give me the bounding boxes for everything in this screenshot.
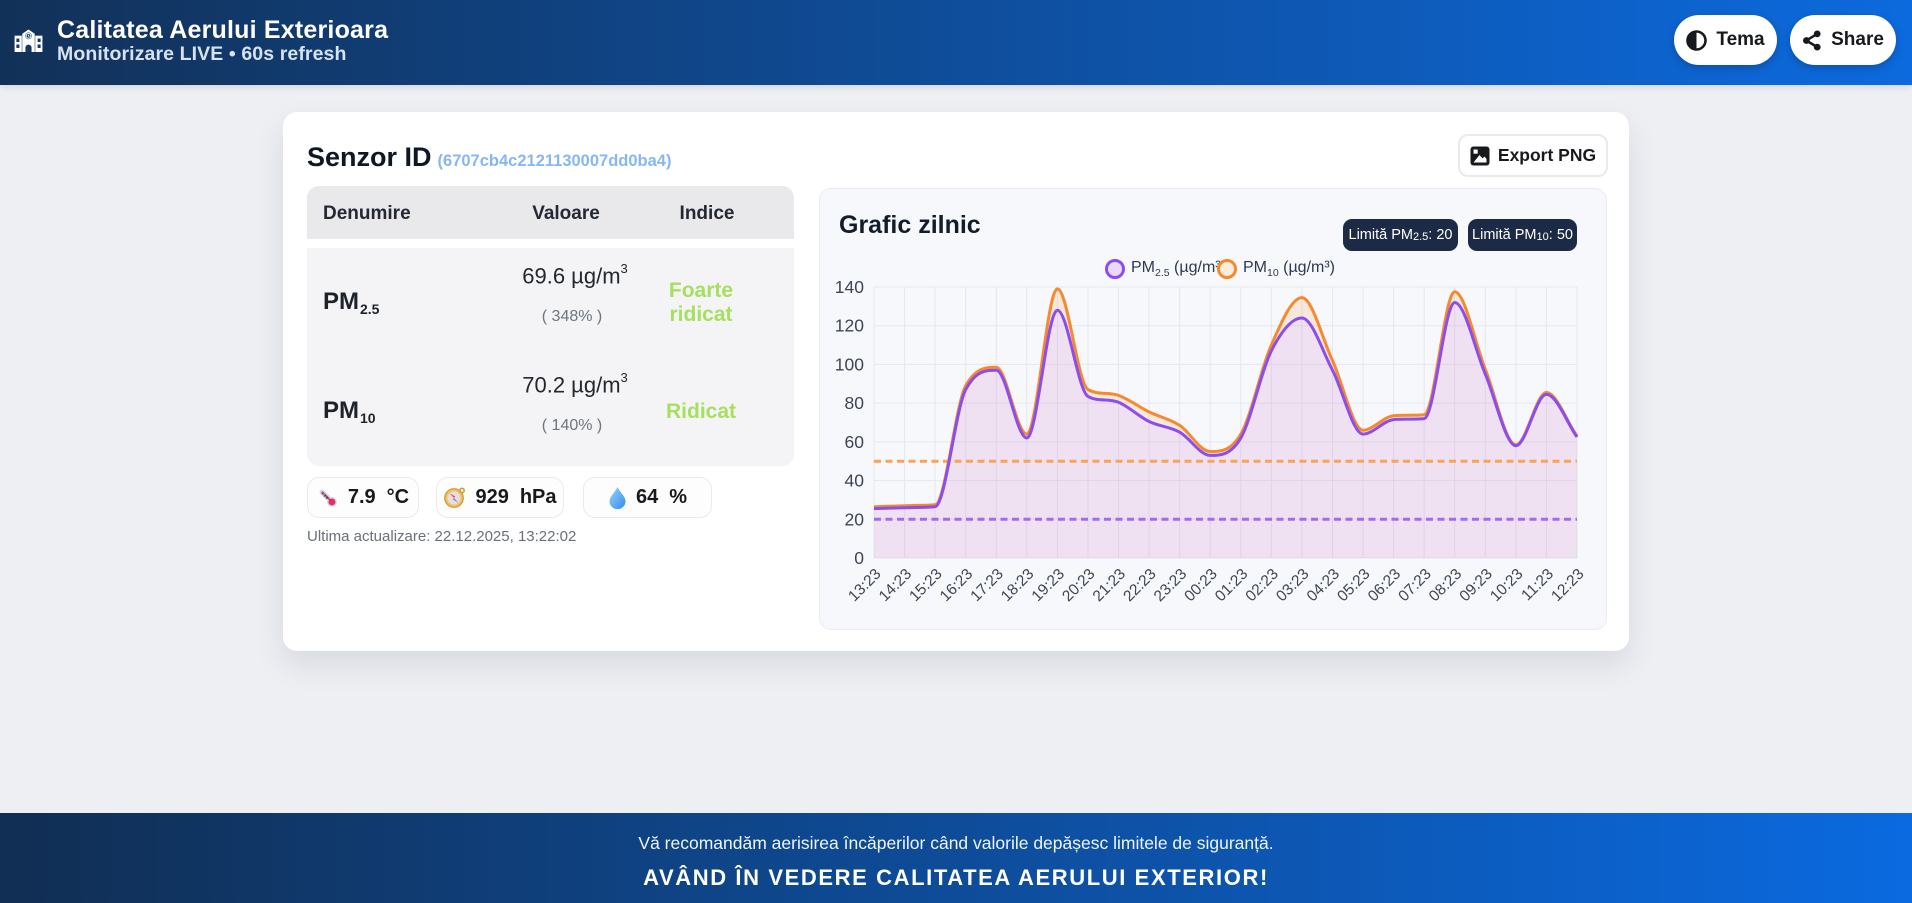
- svg-text:02:23: 02:23: [1242, 566, 1281, 605]
- svg-text:14:23: 14:23: [876, 566, 915, 605]
- svg-text:04:23: 04:23: [1304, 566, 1343, 605]
- svg-text:60: 60: [845, 432, 865, 452]
- svg-text:21:23: 21:23: [1090, 566, 1129, 605]
- svg-text:09:23: 09:23: [1456, 566, 1495, 605]
- svg-text:20:23: 20:23: [1059, 566, 1098, 605]
- svg-text:00:23: 00:23: [1181, 566, 1220, 605]
- svg-text:03:23: 03:23: [1273, 566, 1312, 605]
- svg-text:10:23: 10:23: [1487, 566, 1526, 605]
- svg-text:20: 20: [845, 509, 865, 529]
- svg-text:100: 100: [835, 354, 864, 374]
- svg-text:15:23: 15:23: [906, 566, 945, 605]
- svg-text:19:23: 19:23: [1029, 566, 1068, 605]
- svg-text:07:23: 07:23: [1395, 566, 1434, 605]
- svg-text:08:23: 08:23: [1426, 566, 1465, 605]
- svg-text:120: 120: [835, 316, 864, 336]
- svg-text:13:23: 13:23: [845, 566, 884, 605]
- svg-text:18:23: 18:23: [998, 566, 1037, 605]
- svg-text:23:23: 23:23: [1151, 566, 1190, 605]
- svg-text:16:23: 16:23: [937, 566, 976, 605]
- svg-text:12:23: 12:23: [1548, 566, 1587, 605]
- svg-text:05:23: 05:23: [1334, 566, 1373, 605]
- svg-text:01:23: 01:23: [1212, 566, 1251, 605]
- svg-text:11:23: 11:23: [1518, 566, 1557, 605]
- svg-text:140: 140: [835, 277, 864, 297]
- svg-text:40: 40: [845, 471, 865, 491]
- svg-text:80: 80: [845, 393, 865, 413]
- svg-text:17:23: 17:23: [967, 566, 1006, 605]
- svg-text:06:23: 06:23: [1365, 566, 1404, 605]
- svg-text:0: 0: [854, 548, 864, 568]
- svg-text:22:23: 22:23: [1120, 566, 1159, 605]
